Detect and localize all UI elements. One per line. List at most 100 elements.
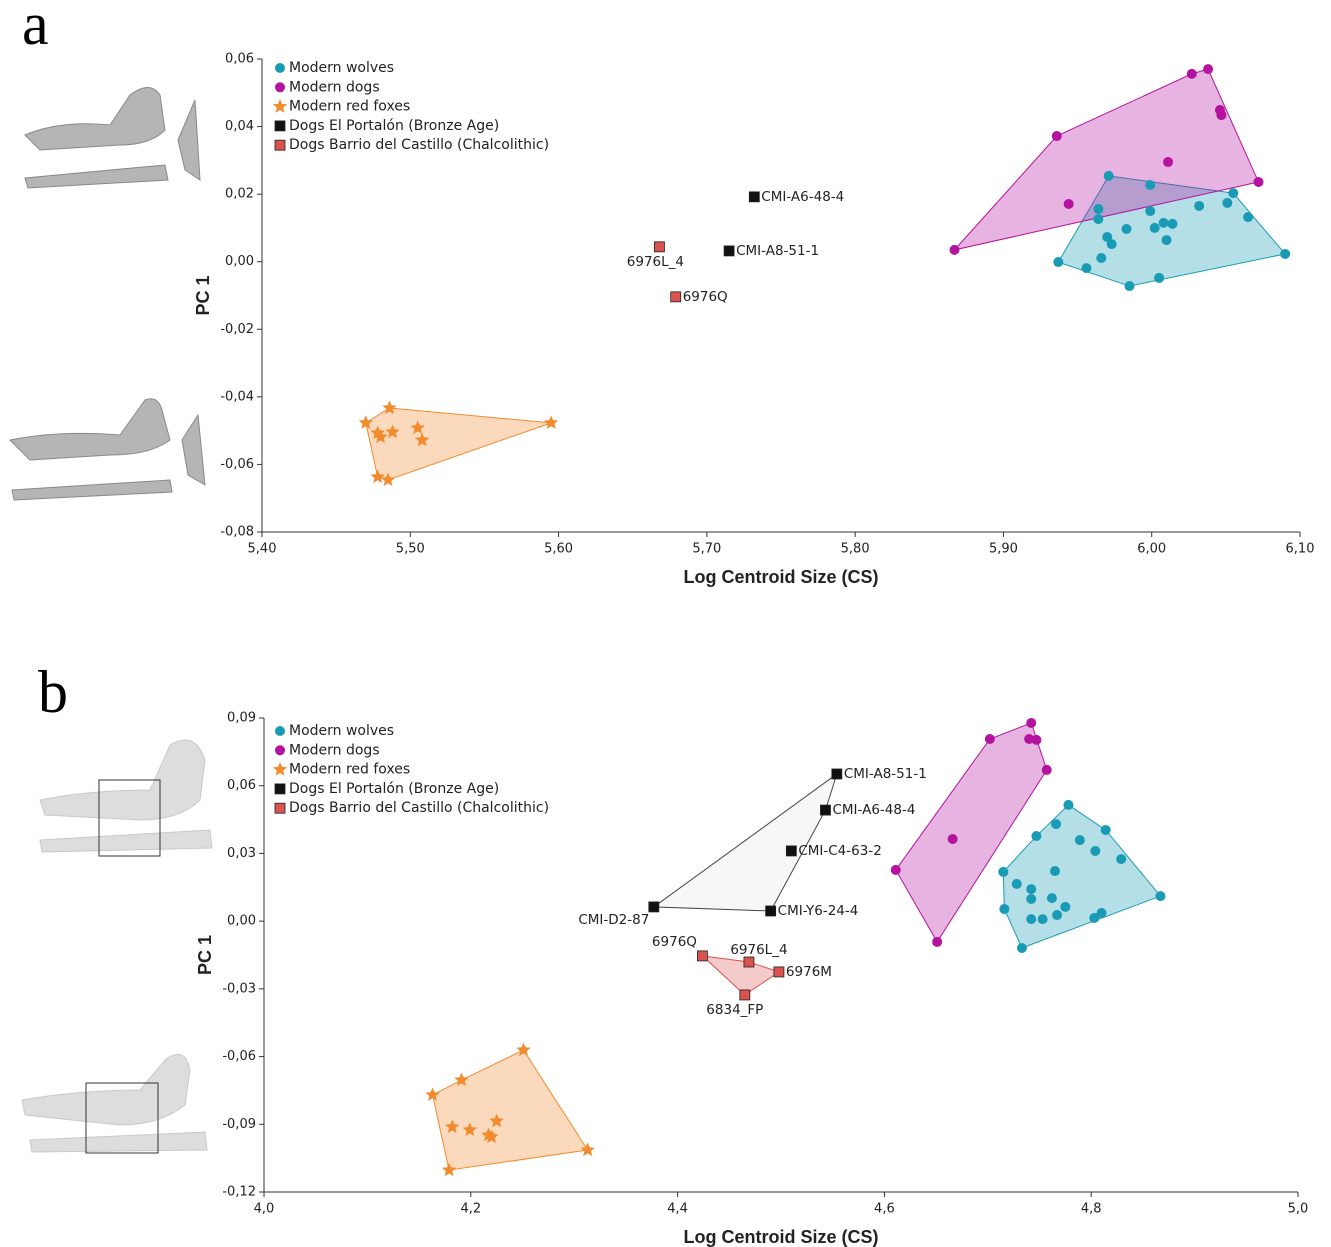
point	[1031, 734, 1042, 745]
point	[442, 1162, 457, 1177]
x-tick-label: 4,2	[460, 1202, 481, 1217]
point	[831, 768, 843, 780]
point	[1121, 223, 1132, 234]
point	[370, 469, 385, 483]
legend-label: Modern red foxes	[289, 99, 410, 115]
legend-label: Dogs Barrio del Castillo (Chalcolithic)	[289, 137, 549, 153]
point	[358, 415, 373, 429]
x-tick-label: 4,0	[254, 1202, 275, 1217]
point	[1116, 854, 1127, 865]
y-tick-label: -0,06	[222, 1049, 256, 1064]
x-tick-label: 5,80	[841, 542, 870, 557]
jaw-b-fox	[21, 1053, 191, 1126]
x-tick-label: 5,50	[396, 542, 425, 557]
jaw-a-wolf-top	[24, 164, 169, 189]
point-label: CMI-A6-48-4	[832, 802, 915, 818]
point	[1053, 257, 1064, 268]
jaw-a-fox-end	[181, 413, 206, 486]
y-tick-label: 0,00	[225, 254, 254, 269]
point-label: CMI-Y6-24-4	[778, 903, 859, 919]
panel-letter: a	[22, 0, 49, 57]
point	[1051, 131, 1062, 142]
hull	[365, 407, 552, 481]
point	[1074, 835, 1085, 846]
point	[1161, 235, 1172, 246]
point	[999, 903, 1010, 914]
point	[743, 956, 755, 968]
legend-marker	[274, 120, 286, 132]
point	[1063, 198, 1074, 209]
point	[1103, 170, 1114, 181]
point	[748, 191, 760, 203]
y-tick-label: 0,06	[225, 52, 254, 67]
point	[739, 989, 751, 1001]
hull	[895, 722, 1048, 943]
jaw-b-wolf-box	[98, 779, 161, 857]
point	[415, 432, 430, 447]
jaw-a-wolf	[24, 87, 166, 151]
point	[1243, 212, 1254, 223]
point	[1106, 239, 1117, 250]
point	[462, 1122, 477, 1136]
point	[1145, 206, 1156, 217]
y-tick-label: 0,02	[225, 187, 254, 202]
point	[1149, 222, 1160, 233]
point	[1060, 901, 1071, 912]
point	[1050, 866, 1061, 877]
point	[1096, 252, 1107, 263]
point	[670, 291, 682, 303]
point	[1222, 197, 1233, 208]
point	[1253, 176, 1264, 187]
x-tick-label: 4,8	[1081, 1202, 1102, 1217]
point	[723, 245, 735, 257]
point	[1145, 180, 1156, 191]
point	[1041, 764, 1052, 775]
point	[949, 244, 960, 255]
point	[984, 733, 995, 744]
panel-letter: b	[38, 659, 68, 725]
x-tick-label: 5,0	[1288, 1202, 1309, 1217]
legend-marker	[272, 99, 288, 113]
y-tick-label: 0,06	[227, 778, 256, 793]
point	[1124, 281, 1135, 292]
point-label: 6976M	[786, 964, 832, 980]
point	[1026, 884, 1037, 895]
point	[1280, 248, 1291, 259]
point	[890, 864, 901, 875]
point	[1194, 200, 1205, 211]
point	[932, 936, 943, 947]
point	[484, 1129, 499, 1143]
legend-label: Modern wolves	[289, 723, 394, 739]
jaw-b-fox-top	[29, 1131, 208, 1153]
jaw-a-wolf-end	[177, 99, 201, 181]
y-tick-label: -0,03	[222, 981, 256, 996]
point	[1090, 845, 1101, 856]
legend-marker	[274, 139, 286, 151]
y-tick-label: -0,12	[222, 1185, 256, 1200]
legend-marker	[275, 726, 285, 736]
point	[454, 1072, 469, 1087]
point	[1100, 824, 1111, 835]
point	[1052, 910, 1063, 921]
point	[1093, 204, 1104, 215]
hull	[700, 955, 781, 996]
point	[382, 400, 397, 415]
y-tick-label: -0,09	[222, 1117, 256, 1132]
point	[1026, 914, 1037, 925]
x-tick-label: 4,6	[874, 1202, 895, 1217]
y-tick-label: 0,00	[227, 914, 256, 929]
hull	[1002, 804, 1162, 949]
legend-marker	[275, 82, 285, 93]
point	[516, 1042, 531, 1057]
legend-marker	[275, 63, 285, 73]
point	[1016, 943, 1027, 954]
legend-label: Modern dogs	[289, 79, 380, 95]
point	[1063, 799, 1074, 810]
plot: a 0,06 0,04 0,02 0,00 -0,02 -0,04 -0,06 -0,08 5,4…	[22, 0, 1314, 587]
point	[998, 866, 1009, 877]
point	[1037, 914, 1048, 925]
point	[1093, 214, 1104, 225]
point	[373, 429, 388, 444]
point	[947, 833, 958, 844]
